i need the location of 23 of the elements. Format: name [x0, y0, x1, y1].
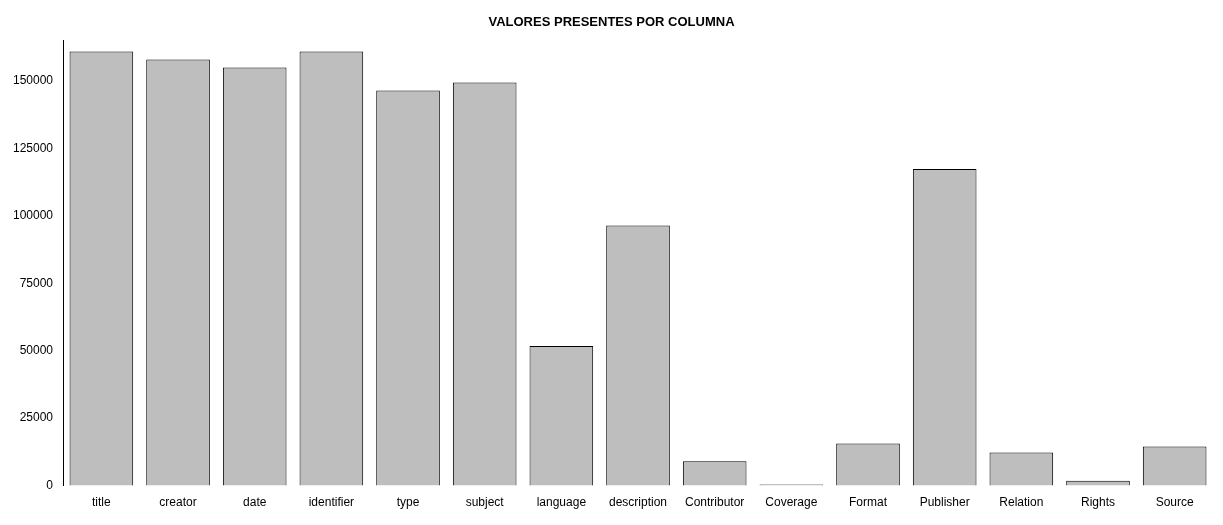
y-tick-label: 100000: [13, 208, 54, 223]
y-tick-label: 50000: [19, 343, 54, 358]
x-tick-label: description: [609, 495, 668, 510]
x-tick-label: Format: [849, 495, 888, 510]
x-tick-label: language: [536, 495, 587, 510]
x-tick-label: subject: [465, 495, 505, 510]
x-tick-label: identifier: [308, 495, 355, 510]
x-tick-label: type: [396, 495, 420, 510]
y-tick-label: 125000: [13, 140, 54, 155]
x-tick-label: Coverage: [765, 495, 818, 510]
x-tick-label: date: [243, 495, 267, 510]
y-tick-label: 150000: [13, 73, 54, 88]
x-tick-label: creator: [159, 495, 197, 510]
x-tick-label: title: [92, 495, 112, 510]
x-tick-label: Source: [1155, 495, 1194, 510]
y-tick-label: 75000: [19, 275, 54, 290]
x-tick-label: Rights: [1081, 495, 1116, 510]
y-tick-label: 0: [46, 477, 54, 492]
y-tick-label: 25000: [19, 410, 54, 425]
x-tick-label: Relation: [999, 495, 1044, 510]
x-tick-label: Contributor: [685, 495, 745, 510]
x-tick-label: Publisher: [919, 495, 970, 510]
chart-title: VALORES PRESENTES POR COLUMNA: [488, 14, 736, 30]
